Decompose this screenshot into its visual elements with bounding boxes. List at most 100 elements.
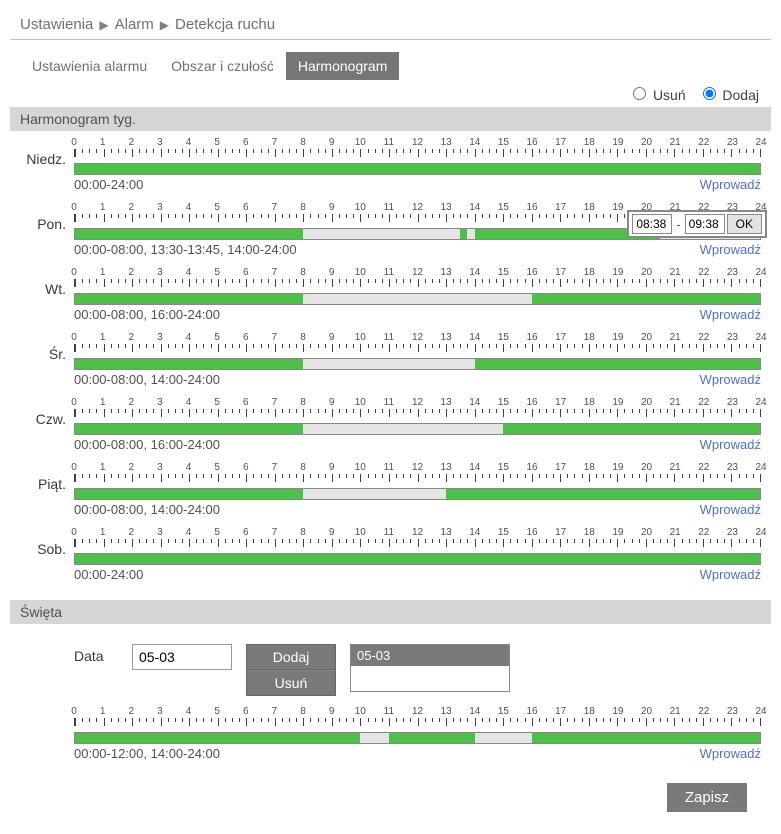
hour-label: 7 [272, 137, 278, 148]
hour-label: 13 [441, 137, 452, 148]
save-button[interactable]: Zapisz [667, 783, 747, 812]
time-segment[interactable] [75, 229, 303, 239]
hour-label: 4 [186, 706, 192, 717]
time-segment[interactable] [75, 489, 303, 499]
hour-label: 20 [641, 706, 652, 717]
enter-link[interactable]: Wprowadź [700, 307, 761, 322]
time-segment[interactable] [532, 294, 760, 304]
hour-label: 18 [584, 462, 595, 473]
hour-label: 2 [128, 332, 134, 343]
holiday-schedule-row: 0123456789101112131415161718192021222324… [20, 706, 761, 767]
time-from-input[interactable] [632, 214, 672, 234]
hour-label: 2 [128, 267, 134, 278]
hour-label: 5 [214, 137, 220, 148]
holiday-add-button[interactable]: Dodaj [246, 644, 336, 670]
hour-label: 12 [412, 267, 423, 278]
hour-label: 23 [727, 462, 738, 473]
hour-label: 19 [612, 332, 623, 343]
time-segment[interactable] [75, 424, 303, 434]
hour-label: 12 [412, 202, 423, 213]
time-bar[interactable] [74, 358, 761, 370]
enter-link[interactable]: Wprowadź [700, 372, 761, 387]
day-label: Sob. [20, 527, 74, 557]
hour-label: 23 [727, 397, 738, 408]
hour-label: 1 [100, 137, 106, 148]
hour-label: 23 [727, 332, 738, 343]
holiday-item[interactable]: 05-03 [351, 645, 509, 666]
hour-label: 22 [698, 267, 709, 278]
enter-link[interactable]: Wprowadź [700, 437, 761, 452]
hour-label: 11 [384, 462, 394, 473]
time-bar[interactable] [74, 488, 761, 500]
time-bar[interactable] [74, 423, 761, 435]
time-dash: - [674, 217, 682, 232]
hour-label: 7 [272, 706, 278, 717]
hour-label: 4 [186, 527, 192, 538]
breadcrumb-item[interactable]: Alarm [115, 16, 154, 33]
holiday-list[interactable]: 05-03 [350, 644, 510, 692]
time-ok-button[interactable]: OK [727, 214, 762, 234]
time-bar[interactable] [74, 293, 761, 305]
enter-link[interactable]: Wprowadź [700, 242, 761, 257]
hour-label: 1 [100, 462, 106, 473]
hour-label: 20 [641, 462, 652, 473]
hour-label: 8 [300, 397, 306, 408]
mode-remove-label: Usuń [653, 87, 686, 103]
hour-label: 10 [355, 137, 366, 148]
hour-label: 16 [526, 397, 537, 408]
hour-label: 7 [272, 462, 278, 473]
hour-label: 14 [469, 397, 480, 408]
hour-label: 13 [441, 527, 452, 538]
hour-label: 6 [243, 137, 249, 148]
hour-label: 12 [412, 706, 423, 717]
hour-label: 1 [100, 397, 106, 408]
time-segment[interactable] [446, 489, 760, 499]
holiday-remove-button[interactable]: Usuń [246, 670, 336, 696]
enter-link[interactable]: Wprowadź [700, 502, 761, 517]
time-segment[interactable] [532, 733, 760, 743]
ranges-text: 00:00-08:00, 16:00-24:00 [74, 437, 220, 452]
time-segment[interactable] [75, 294, 303, 304]
hour-label: 19 [612, 397, 623, 408]
time-segment[interactable] [75, 733, 360, 743]
time-segment[interactable] [503, 424, 760, 434]
enter-link[interactable]: Wprowadź [700, 567, 761, 582]
time-segment[interactable] [75, 554, 760, 564]
time-bar[interactable] [74, 163, 761, 175]
tab-ustawienia-alarmu[interactable]: Ustawienia alarmu [20, 52, 159, 80]
mode-remove-radio[interactable] [633, 87, 646, 100]
time-bar[interactable] [74, 732, 761, 744]
hour-label: 24 [755, 527, 766, 538]
hour-label: 17 [555, 527, 566, 538]
hour-label: 10 [355, 462, 366, 473]
day-row-sun: Niedz.0123456789101112131415161718192021… [20, 137, 761, 198]
time-editor: - OK [627, 210, 767, 238]
time-segment[interactable] [460, 229, 467, 239]
mode-add-option[interactable]: Dodaj [698, 87, 759, 103]
holiday-date-input[interactable] [132, 644, 232, 670]
tab-obszar-i-czu-o-[interactable]: Obszar i czułość [159, 52, 286, 80]
mode-remove-option[interactable]: Usuń [628, 87, 689, 103]
hour-label: 4 [186, 332, 192, 343]
time-bar[interactable] [74, 553, 761, 565]
breadcrumb-sep: ▶ [160, 18, 169, 32]
time-to-input[interactable] [685, 214, 725, 234]
hour-label: 9 [329, 332, 335, 343]
time-segment[interactable] [75, 164, 760, 174]
hour-label: 17 [555, 137, 566, 148]
enter-link[interactable]: Wprowadź [700, 746, 761, 761]
enter-link[interactable]: Wprowadź [700, 177, 761, 192]
hour-label: 23 [727, 706, 738, 717]
hour-label: 8 [300, 267, 306, 278]
hour-label: 21 [670, 462, 681, 473]
hour-label: 15 [498, 332, 509, 343]
time-segment[interactable] [75, 359, 303, 369]
hour-label: 11 [384, 137, 394, 148]
time-segment[interactable] [475, 359, 760, 369]
mode-add-label: Dodaj [722, 87, 759, 103]
breadcrumb-item[interactable]: Ustawienia [20, 16, 93, 33]
mode-add-radio[interactable] [703, 87, 716, 100]
hour-label: 5 [214, 397, 220, 408]
tab-harmonogram[interactable]: Harmonogram [286, 52, 399, 80]
time-segment[interactable] [389, 733, 475, 743]
